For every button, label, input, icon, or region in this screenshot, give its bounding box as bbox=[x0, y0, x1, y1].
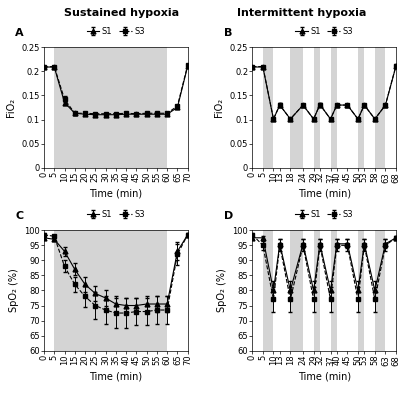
Bar bbox=[314, 230, 320, 351]
X-axis label: Time (min): Time (min) bbox=[298, 188, 351, 198]
X-axis label: Time (min): Time (min) bbox=[89, 371, 142, 381]
Legend: S1, S3: S1, S3 bbox=[294, 208, 355, 220]
Text: D: D bbox=[224, 211, 233, 221]
Text: A: A bbox=[15, 28, 24, 38]
Text: Intermittent hypoxia: Intermittent hypoxia bbox=[237, 8, 367, 18]
Bar bbox=[375, 230, 386, 351]
Text: B: B bbox=[224, 28, 232, 38]
Bar bbox=[263, 230, 274, 351]
Bar bbox=[358, 230, 364, 351]
Text: C: C bbox=[15, 211, 23, 221]
Bar bbox=[358, 47, 364, 168]
Y-axis label: SpO₂ (%): SpO₂ (%) bbox=[217, 269, 227, 312]
Y-axis label: FiO₂: FiO₂ bbox=[214, 98, 224, 117]
Bar bbox=[290, 47, 303, 168]
Bar bbox=[54, 47, 167, 168]
Legend: S1, S3: S1, S3 bbox=[85, 208, 146, 220]
Legend: S1, S3: S1, S3 bbox=[294, 25, 355, 37]
Y-axis label: FiO₂: FiO₂ bbox=[6, 98, 16, 117]
Text: Sustained hypoxia: Sustained hypoxia bbox=[64, 8, 180, 18]
Legend: S1, S3: S1, S3 bbox=[85, 25, 146, 37]
Bar bbox=[290, 230, 303, 351]
Bar bbox=[263, 47, 274, 168]
Bar bbox=[330, 47, 337, 168]
Bar bbox=[54, 230, 167, 351]
Bar bbox=[314, 47, 320, 168]
Bar bbox=[330, 230, 337, 351]
X-axis label: Time (min): Time (min) bbox=[89, 188, 142, 198]
Bar bbox=[375, 47, 386, 168]
X-axis label: Time (min): Time (min) bbox=[298, 371, 351, 381]
Y-axis label: SpO₂ (%): SpO₂ (%) bbox=[8, 269, 18, 312]
